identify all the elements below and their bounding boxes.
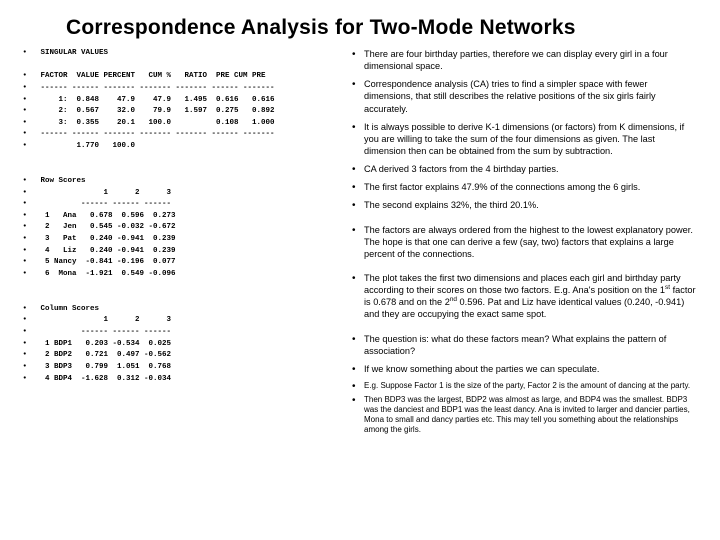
sv-header: SINGULAR VALUES <box>41 49 109 57</box>
note-12: Then BDP3 was the largest, BDP2 was almo… <box>350 395 698 435</box>
row-1: 1 Ana 0.678 0.596 0.273 <box>36 212 176 220</box>
row-6: 6 Mona -1.921 0.549 -0.096 <box>36 270 176 278</box>
col-2: 2 BDP2 0.721 0.497 -0.562 <box>36 351 171 359</box>
note-6: The second explains 32%, the third 20.1%… <box>350 199 698 211</box>
col-3: 3 BDP3 0.799 1.051 0.768 <box>36 363 171 371</box>
note-8: The plot takes the first two dimensions … <box>350 272 698 321</box>
col-1: 1 BDP1 0.203 -0.534 0.025 <box>36 340 171 348</box>
note-7: The factors are always ordered from the … <box>350 224 698 260</box>
note-11: E.g. Suppose Factor 1 is the size of the… <box>350 381 698 391</box>
note-2: Correspondence analysis (CA) tries to fi… <box>350 78 698 114</box>
note-9: The question is: what do these factors m… <box>350 333 698 357</box>
sv-r1: 1: 0.848 47.9 47.9 1.495 0.616 0.616 <box>36 96 275 104</box>
row-rule: ------ ------ ------ <box>36 200 171 208</box>
row-header: Row Scores <box>41 177 86 185</box>
notes-list: There are four birthday parties, therefo… <box>350 48 698 435</box>
sv-r2: 2: 0.567 32.0 79.9 1.597 0.275 0.892 <box>36 107 275 115</box>
col-4: 4 BDP4 -1.628 0.312 -0.034 <box>36 375 171 383</box>
note-3: It is always possible to derive K-1 dime… <box>350 121 698 157</box>
col-rule: ------ ------ ------ <box>36 328 171 336</box>
singular-values-block: • SINGULAR VALUES • FACTOR VALUE PERCENT… <box>18 48 338 385</box>
col-header: Column Scores <box>41 305 100 313</box>
note-10: If we know something about the parties w… <box>350 363 698 375</box>
sv-cols: FACTOR VALUE PERCENT CUM % RATIO PRE CUM… <box>36 72 266 80</box>
right-column: There are four birthday parties, therefo… <box>350 48 702 439</box>
row-3: 3 Pat 0.240 -0.941 0.239 <box>36 235 176 243</box>
sv-r3: 3: 0.355 20.1 100.0 0.108 1.000 <box>36 119 275 127</box>
slide-title: Correspondence Analysis for Two-Mode Net… <box>18 10 702 48</box>
row-5: 5 Nancy -0.841 -0.196 0.077 <box>36 258 176 266</box>
left-column: • SINGULAR VALUES • FACTOR VALUE PERCENT… <box>18 48 338 439</box>
sv-total: 1.770 100.0 <box>36 142 135 150</box>
sv-rule: ------ ------ ------- ------- ------- --… <box>36 84 275 92</box>
col-cols: 1 2 3 <box>36 316 171 324</box>
note-1: There are four birthday parties, therefo… <box>350 48 698 72</box>
row-cols: 1 2 3 <box>36 189 171 197</box>
note-5: The first factor explains 47.9% of the c… <box>350 181 698 193</box>
note-4: CA derived 3 factors from the 4 birthday… <box>350 163 698 175</box>
row-4: 4 Liz 0.240 -0.941 0.239 <box>36 247 176 255</box>
row-2: 2 Jen 0.545 -0.032 -0.672 <box>36 223 176 231</box>
sv-rule2: ------ ------ ------- ------- ------- --… <box>36 130 275 138</box>
